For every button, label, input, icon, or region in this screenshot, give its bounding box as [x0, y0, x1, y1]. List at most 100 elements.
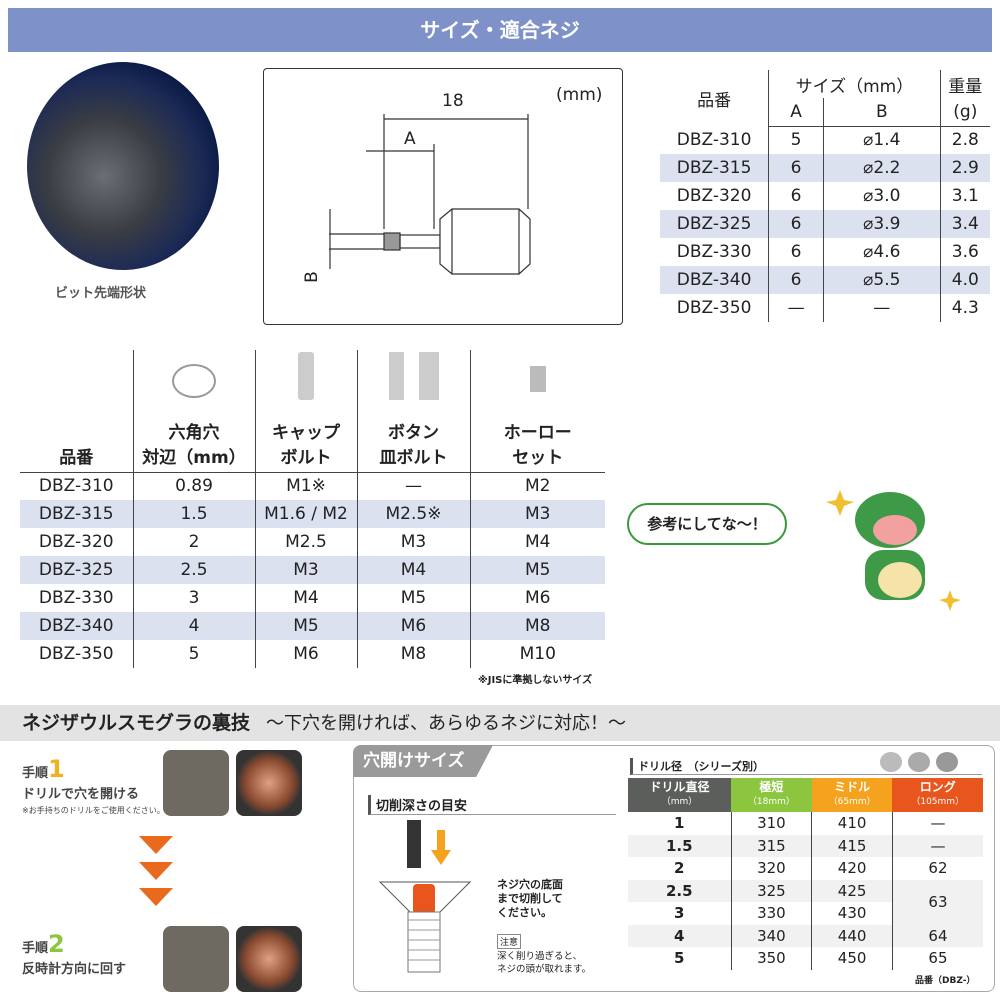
cell-a: 6: [768, 154, 824, 182]
cell-a: 6: [768, 238, 824, 266]
col-cap: キャップ ボルト: [254, 350, 357, 473]
cell-part: DBZ-315: [38, 504, 114, 524]
col-button: ボタン 皿ボルト: [356, 350, 470, 473]
table-row: 4 340 440 64: [628, 924, 983, 947]
table-row: 2 320 420 62: [628, 857, 983, 880]
set-l2: セット: [512, 447, 564, 468]
cell-weight: 2.9: [939, 154, 990, 182]
bit-tip-label: ビット先端形状: [55, 286, 147, 301]
col-weight-unit: (g): [939, 98, 990, 127]
mascot-illustration: [826, 490, 961, 611]
cell-long: 62: [891, 857, 983, 880]
caution-label: 注意: [497, 934, 522, 949]
cell-b: ⌀3.9: [823, 210, 941, 238]
cell-cap: M3: [254, 556, 357, 584]
a-label: A: [404, 129, 416, 149]
step-1: 手順1 ドリルで穴を開ける ※お手持ちのドリルをご使用ください。: [22, 755, 165, 817]
step-number: 1: [48, 755, 65, 783]
header-l2: （mm）: [661, 797, 698, 807]
cell-button: M2.5※: [356, 500, 470, 528]
cell-part: DBZ-330: [676, 242, 752, 262]
cell-long: 65: [891, 947, 983, 970]
cell-long: —: [891, 834, 983, 857]
step-label: 手順: [22, 766, 49, 781]
step-2-photo-b: [236, 926, 302, 992]
cell-short: 330: [730, 902, 812, 925]
screw-cut-diagram: [378, 820, 472, 973]
col-set: ホーロー セット: [469, 350, 605, 473]
section-header: ネジザウルスモグラの裏技 ～下穴を開ければ、あらゆるネジに対応！～: [0, 705, 1000, 741]
col-hex: 六角穴 対辺（mm）: [132, 350, 255, 473]
cell-hex: 2.5: [132, 556, 255, 584]
cell-a: 6: [768, 266, 824, 294]
cell-middle: 415: [811, 834, 893, 857]
part-prefix-note: 品番（DBZ-）: [915, 976, 976, 986]
depth-text-line: まで切削して: [497, 892, 563, 905]
cell-a: —: [768, 294, 824, 322]
screw-table: 品番 六角穴 対辺（mm） キャップ ボルト ボタン 皿ボルト ホーロー セット DBZ…: [20, 350, 605, 668]
cell-long: —: [891, 812, 983, 835]
table-row: DBZ-325 2.5 M3 M4 M5: [20, 556, 605, 584]
cell-button: M6: [356, 612, 470, 640]
cell-a: 5: [768, 126, 824, 154]
table-row: 2.5 325 425 63: [628, 879, 983, 925]
cell-cap: M5: [254, 612, 357, 640]
unit-label: (mm): [556, 85, 603, 105]
cell-dia: 2: [674, 859, 685, 878]
arrow-down-icon: [139, 888, 173, 906]
hex-l1: 六角穴: [168, 422, 220, 443]
cell-b: ⌀2.2: [823, 154, 941, 182]
cell-button: M4: [356, 556, 470, 584]
arrow-down-icon: [139, 836, 173, 854]
depth-text-line: ネジ穴の底面: [497, 878, 563, 891]
cell-weight: 3.6: [939, 238, 990, 266]
table-row: DBZ-350 5 M6 M8 M10: [20, 640, 605, 668]
cell-short: 340: [730, 924, 812, 947]
cell-part: DBZ-350: [38, 644, 114, 664]
col-header: 極短 （18mm）: [731, 778, 812, 812]
cell-cap: M6: [254, 640, 357, 668]
speech-bubble: 参考にしてな～！: [627, 503, 787, 545]
cell-part: DBZ-310: [676, 130, 752, 150]
step-1-photo-a: [163, 750, 229, 816]
cell-button: M5: [356, 584, 470, 612]
table-row: 1 310 410—: [628, 812, 983, 835]
table-row: DBZ-330 3 M4 M5 M6: [20, 584, 605, 612]
cell-short: 315: [730, 834, 812, 857]
hole-size-tab: 穴開けサイズ: [353, 745, 493, 777]
page-title: サイズ・適合ネジ: [8, 8, 992, 52]
table-row: DBZ-340 4 M5 M6 M8: [20, 612, 605, 640]
table-row: DBZ-315 6 ⌀2.2 2.9: [660, 154, 990, 182]
cell-part: DBZ-320: [38, 532, 114, 552]
cell-middle: 410: [811, 812, 893, 835]
header-l2: （18mm）: [747, 797, 795, 807]
dimension-diagram: (mm) 18 A B: [263, 68, 623, 325]
table-row: 5 350 450 65: [628, 947, 983, 970]
col-b: B: [823, 98, 941, 127]
cell-part: DBZ-325: [38, 560, 114, 580]
header-l1: 極短: [759, 780, 784, 794]
jis-note: ※JISに準拠しないサイズ: [478, 675, 593, 686]
table-row: DBZ-310 5 ⌀1.4 2.8: [660, 126, 990, 154]
cell-part: DBZ-310: [38, 476, 114, 497]
cell-part: DBZ-340: [676, 270, 752, 290]
cell-hex: 2: [132, 528, 255, 556]
btn-l1: ボタン: [388, 422, 439, 443]
step-label: 手順: [22, 941, 49, 956]
cell-short: 320: [730, 857, 812, 880]
cell-set: M3: [469, 500, 605, 528]
col-header: ミドル （65mm）: [811, 778, 893, 812]
header-l2: （65mm）: [828, 797, 876, 807]
cell-part: DBZ-315: [676, 158, 752, 178]
cell-middle: 440: [811, 924, 893, 947]
length-label: 18: [442, 91, 464, 111]
col-header: ドリル直径 （mm）: [628, 778, 732, 812]
set-l1: ホーロー: [503, 422, 572, 443]
set-screw-icon: [529, 365, 546, 392]
cell-cap: M2.5: [254, 528, 357, 556]
cell-set: M5: [469, 556, 605, 584]
cell-dia: 1.5: [628, 834, 732, 857]
cell-a: 6: [768, 182, 824, 210]
table-row: DBZ-350— —4.3: [660, 294, 990, 322]
table-row: DBZ-330 6 ⌀4.6 3.6: [660, 238, 990, 266]
